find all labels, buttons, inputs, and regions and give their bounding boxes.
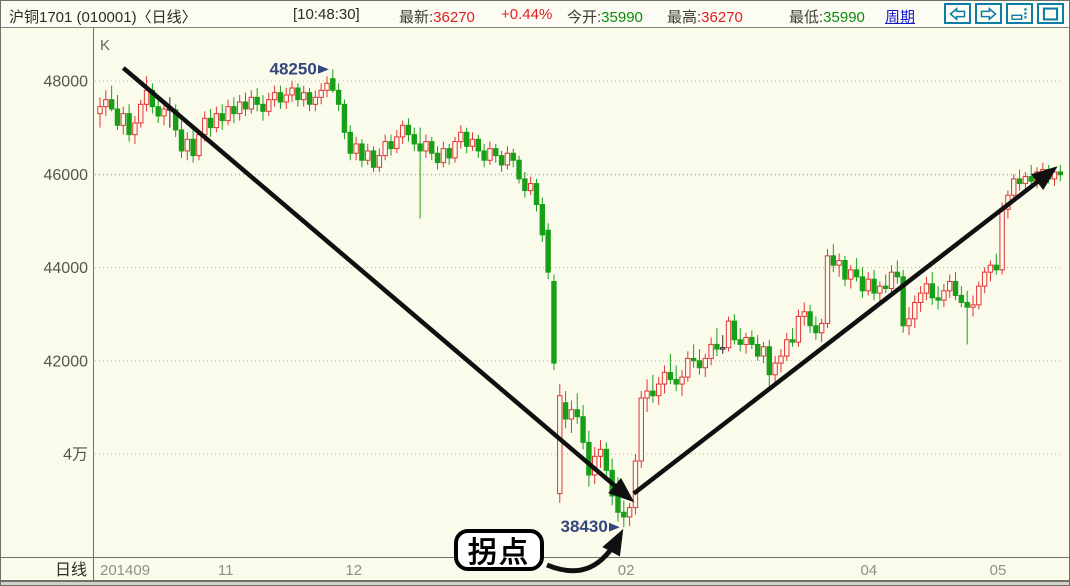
window-toolbar	[944, 3, 1064, 24]
svg-text:46000: 46000	[44, 167, 89, 184]
change-percent-value: +0.44%	[501, 6, 553, 23]
svg-text:48000: 48000	[44, 74, 89, 91]
split-window-icon[interactable]	[1006, 3, 1033, 24]
restore-window-icon[interactable]	[1037, 3, 1064, 24]
svg-text:201409: 201409	[100, 562, 150, 579]
svg-text:4万: 4万	[63, 447, 88, 464]
grid-lines	[95, 80, 1063, 455]
last-price-value: 36270	[433, 9, 475, 26]
turning-point-callout: 拐点	[454, 529, 544, 571]
svg-text:12: 12	[345, 562, 362, 579]
low-price-field: 最低:35990	[789, 9, 865, 26]
quote-header: 沪铜1701 (010001)〈日线〉 [10:48:30] 最新:36270 …	[1, 1, 1069, 28]
open-price-field: 今开:35990	[567, 9, 643, 26]
callout-arrow	[546, 528, 624, 574]
svg-text:02: 02	[618, 562, 635, 579]
y-axis-labels: 48000 46000 44000 42000 4万	[44, 74, 89, 464]
chart-type-label: K	[100, 37, 110, 54]
last-price-field: 最新:36270	[399, 9, 475, 26]
change-percent-field: +0.44%	[501, 6, 552, 23]
svg-text:42000: 42000	[44, 353, 89, 370]
contract-title: 沪铜1701 (010001)〈日线〉	[9, 9, 197, 26]
open-price-value: 35990	[601, 9, 643, 26]
svg-text:04: 04	[860, 562, 877, 579]
svg-text:05: 05	[990, 562, 1007, 579]
x-axis-labels: 201409 11 12 02 04 05	[100, 562, 1006, 579]
low-price-value: 35990	[823, 9, 865, 26]
candlestick-series	[97, 69, 1063, 528]
scroll-left-icon[interactable]	[944, 3, 971, 24]
svg-text:48250: 48250	[270, 59, 317, 78]
low-annotation: 38430	[561, 517, 620, 536]
high-price-field: 最高:36270	[667, 9, 743, 26]
period-link[interactable]: 周期	[885, 9, 916, 26]
axis-period-label: 日线	[55, 561, 87, 579]
svg-text:44000: 44000	[44, 260, 89, 277]
svg-text:38430: 38430	[561, 517, 608, 536]
trend-arrow-down	[121, 66, 635, 503]
high-price-value: 36270	[701, 9, 743, 26]
svg-text:11: 11	[218, 562, 234, 579]
scroll-right-icon[interactable]	[975, 3, 1002, 24]
trend-arrow-up	[632, 166, 1058, 496]
quote-time: [10:48:30]	[293, 6, 360, 23]
window-bottom-edge	[1, 581, 1069, 585]
peak-annotation: 48250	[270, 59, 329, 78]
